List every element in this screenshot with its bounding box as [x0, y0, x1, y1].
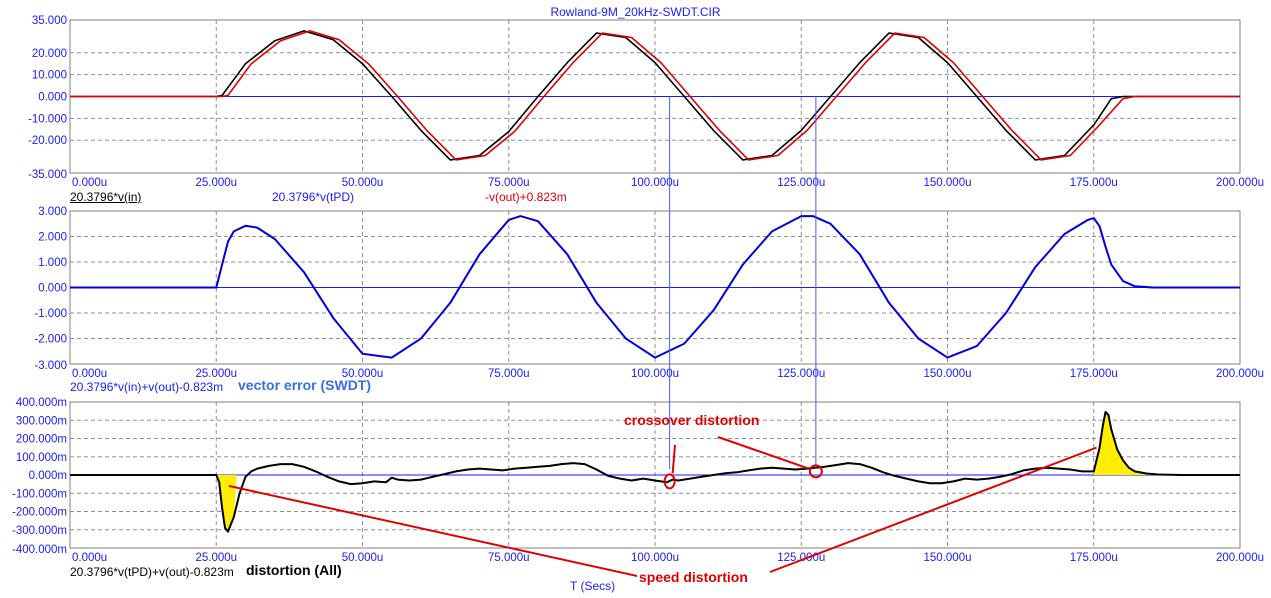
x-tick-label: 200.000u: [1216, 552, 1264, 564]
x-axis-label: T (Secs): [570, 579, 616, 593]
x-tick-label: 150.000u: [924, 552, 972, 564]
y-tick-label: -20.000: [28, 135, 67, 147]
x-tick-label: 25.000u: [195, 177, 237, 189]
legend-distortion-expression: 20.3796*v(tPD)+v(out)-0.823m: [70, 565, 234, 579]
x-tick-label: 125.000u: [777, 177, 825, 189]
series-line-0: [70, 411, 1240, 533]
crossover-marker: [663, 473, 676, 490]
annotation-arrow: [228, 484, 638, 577]
x-tick-label: 50.000u: [342, 177, 384, 189]
x-tick-label: 100.000u: [631, 177, 679, 189]
x-tick-label: 0.000u: [72, 368, 107, 380]
y-tick-label: 200.000m: [16, 434, 67, 446]
crossover-marker: [808, 464, 823, 479]
x-tick-label: 50.000u: [342, 368, 384, 380]
y-tick-label: 3.000: [38, 206, 67, 218]
x-tick-label: 175.000u: [1070, 177, 1118, 189]
panel-bottom: 0.000u 25.000u 50.000u 75.000u 100.000u 125.0…: [12, 397, 1264, 564]
y-tick-label: 100.000m: [16, 452, 67, 464]
x-tick-label: 100.000u: [631, 368, 679, 380]
x-tick-label: 125.000u: [777, 368, 825, 380]
annotation-arrow: [717, 436, 809, 470]
series-line-1: [70, 30, 1240, 161]
y-tick-label: -10.000: [28, 113, 67, 125]
x-tick-label: 100.000u: [631, 552, 679, 564]
panel-middle: 0.000u 25.000u 50.000u 75.000u 100.000u 125.0…: [34, 206, 1264, 380]
x-tick-label: 0.000u: [72, 177, 107, 189]
legend-vout: -v(out)+0.823m: [485, 190, 567, 204]
y-tick-label: -400.000m: [12, 544, 67, 556]
panel-top: 0.000u 25.000u 50.000u 75.000u 100.000u 125.0…: [28, 15, 1264, 189]
annotation-arrow: [671, 444, 676, 474]
x-tick-label: 0.000u: [72, 552, 107, 564]
x-tick-label: 25.000u: [195, 552, 237, 564]
x-tick-label: 175.000u: [1070, 552, 1118, 564]
x-tick-label: 175.000u: [1070, 368, 1118, 380]
series-line-0: [70, 30, 1240, 161]
y-tick-label: -100.000m: [12, 488, 67, 500]
y-tick-label: 0.000m: [29, 470, 67, 482]
x-tick-label: 50.000u: [342, 552, 384, 564]
y-tick-label: 2.000: [38, 232, 67, 244]
legend-vin: 20.3796*v(in): [70, 190, 142, 204]
legend-vector-error: vector error (SWDT): [238, 377, 372, 393]
y-tick-label: 20.000: [32, 48, 67, 60]
x-tick-label: 200.000u: [1216, 368, 1264, 380]
x-tick-label: 150.000u: [924, 177, 972, 189]
y-tick-label: 300.000m: [16, 415, 67, 427]
y-tick-label: 400.000m: [16, 397, 67, 409]
annotation-arrow: [769, 446, 1097, 573]
legend-error-expression: 20.3796*v(in)+v(out)-0.823m: [70, 380, 224, 394]
y-tick-label: -1.000: [34, 308, 67, 320]
x-tick-label: 25.000u: [195, 368, 237, 380]
x-tick-label: 75.000u: [488, 368, 530, 380]
x-tick-label: 75.000u: [488, 552, 530, 564]
distortion-shaded-area: [216, 475, 237, 532]
y-tick-label: -200.000m: [12, 507, 67, 519]
legend-distortion-all: distortion (All): [246, 562, 342, 578]
y-tick-label: 1.000: [38, 257, 67, 269]
y-tick-label: -35.000: [28, 169, 67, 181]
chart-title: Rowland-9M_20kHz-SWDT.CIR: [550, 5, 721, 19]
crossover-distortion-label: crossover distortion: [624, 412, 760, 428]
speed-distortion-label: speed distortion: [639, 569, 748, 585]
y-tick-label: 0.000: [38, 92, 67, 104]
x-tick-label: 75.000u: [488, 177, 530, 189]
y-tick-label: 10.000: [32, 70, 67, 82]
x-tick-label: 200.000u: [1216, 177, 1264, 189]
x-tick-label: 150.000u: [924, 368, 972, 380]
y-tick-label: 0.000: [38, 283, 67, 295]
y-tick-label: 35.000: [32, 15, 67, 27]
y-tick-label: -3.000: [34, 360, 67, 372]
legend-vtpd: 20.3796*v(tPD): [272, 190, 355, 204]
distortion-shaded-area: [1093, 412, 1153, 475]
y-tick-label: -2.000: [34, 334, 67, 346]
y-tick-label: -300.000m: [12, 525, 67, 537]
series-line-0: [70, 215, 1240, 359]
